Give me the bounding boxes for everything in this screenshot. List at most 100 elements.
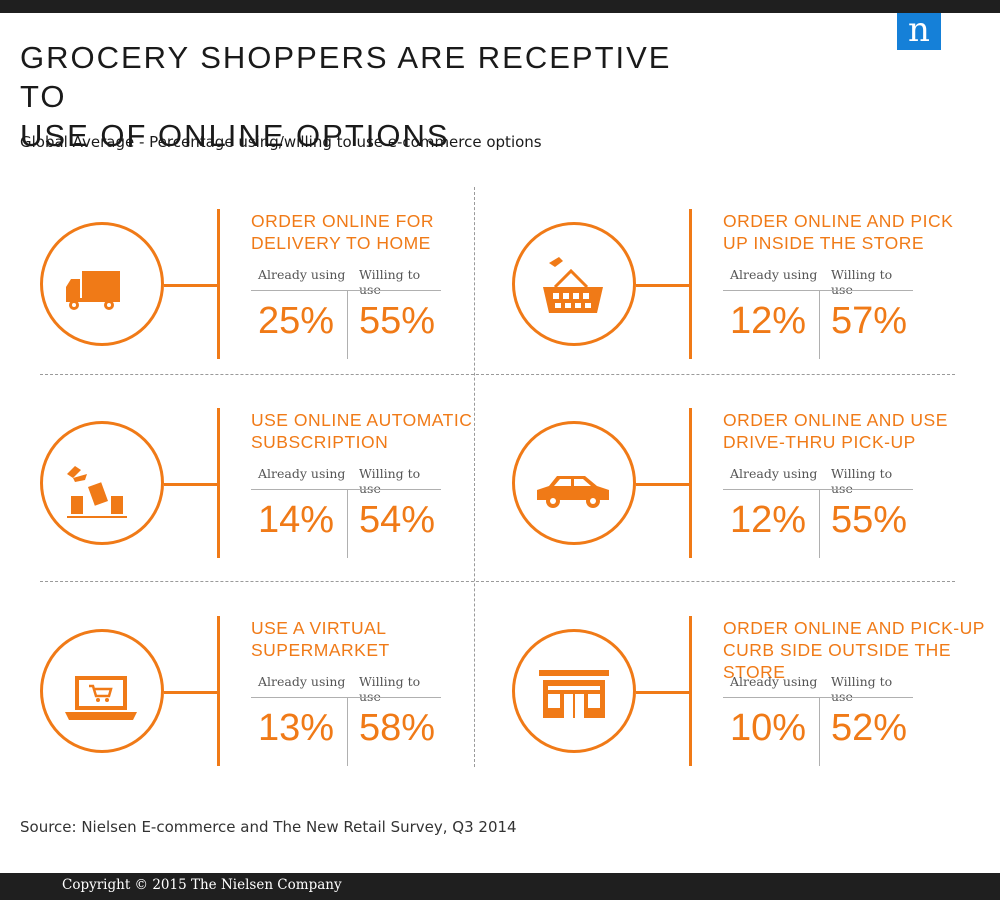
delivery-truck-icon xyxy=(66,271,120,310)
stats-rule xyxy=(723,697,913,698)
page-subtitle: Global Average - Percentage using/willin… xyxy=(20,133,542,151)
willing-to-use-value: 54% xyxy=(359,499,436,541)
option-title: USE ONLINE AUTOMATIC SUBSCRIPTION xyxy=(251,409,531,453)
stats-table: Already using Willing to use 10% 52% xyxy=(723,674,913,766)
willing-to-use-value: 52% xyxy=(831,707,908,749)
option-panel-curbside: ORDER ONLINE AND PICK-UP CURB SIDE OUTSI… xyxy=(512,616,984,766)
page-title: GROCERY SHOPPERS ARE RECEPTIVE TO USE OF… xyxy=(20,38,720,155)
option-title-line-2: UP INSIDE THE STORE xyxy=(723,233,925,253)
option-title-line-2: SUPERMARKET xyxy=(251,640,390,660)
option-title: ORDER ONLINE FOR DELIVERY TO HOME xyxy=(251,210,531,254)
horizontal-divider-2 xyxy=(40,581,955,582)
already-using-label: Already using xyxy=(258,674,346,689)
willing-to-use-label: Willing to use xyxy=(359,466,421,496)
option-title: ORDER ONLINE AND PICK-UP CURB SIDE OUTSI… xyxy=(723,617,1000,683)
willing-to-use-value: 58% xyxy=(359,707,436,749)
connector-line xyxy=(164,483,220,486)
stats-separator xyxy=(347,291,348,359)
top-bar xyxy=(0,0,1000,13)
connector-line xyxy=(164,691,220,694)
stats-rule xyxy=(251,290,441,291)
willing-to-use-label: Willing to use xyxy=(831,267,893,297)
stats-table: Already using Willing to use 12% 55% xyxy=(723,466,913,558)
already-using-label: Already using xyxy=(258,466,346,481)
panel-bar xyxy=(689,616,692,766)
stats-separator xyxy=(347,490,348,558)
already-using-value: 13% xyxy=(258,707,335,749)
option-title-line-1: ORDER ONLINE AND USE xyxy=(723,410,948,430)
already-using-value: 25% xyxy=(258,300,335,342)
stats-rule xyxy=(723,489,913,490)
footer-bar: Copyright © 2015 The Nielsen Company xyxy=(0,873,1000,900)
willing-to-use-label: Willing to use xyxy=(831,466,893,496)
icon-circle xyxy=(40,421,164,545)
option-title-line-1: ORDER ONLINE AND PICK-UP xyxy=(723,618,985,638)
option-title: ORDER ONLINE AND USE DRIVE-THRU PICK-UP xyxy=(723,409,1000,453)
stats-separator xyxy=(819,490,820,558)
connector-line xyxy=(636,483,692,486)
willing-to-use-label: Willing to use xyxy=(359,674,421,704)
option-panel-subscription: USE ONLINE AUTOMATIC SUBSCRIPTION Alread… xyxy=(40,408,472,558)
panel-bar xyxy=(689,408,692,558)
title-line-1: GROCERY SHOPPERS ARE RECEPTIVE TO xyxy=(20,40,672,114)
stats-rule xyxy=(723,290,913,291)
icon-circle xyxy=(512,222,636,346)
willing-to-use-label: Willing to use xyxy=(831,674,893,704)
laptop-cart-icon xyxy=(65,676,137,720)
stats-separator xyxy=(819,698,820,766)
already-using-label: Already using xyxy=(730,466,818,481)
option-title-line-2: CURB SIDE OUTSIDE THE STORE xyxy=(723,640,951,682)
already-using-label: Already using xyxy=(258,267,346,282)
option-title-line-2: SUBSCRIPTION xyxy=(251,432,389,452)
nielsen-logo: n xyxy=(897,13,941,50)
horizontal-divider-1 xyxy=(40,374,955,375)
already-using-value: 12% xyxy=(730,499,807,541)
connector-line xyxy=(636,691,692,694)
stats-rule xyxy=(251,489,441,490)
option-title-line-2: DRIVE-THRU PICK-UP xyxy=(723,432,916,452)
copyright-text: Copyright © 2015 The Nielsen Company xyxy=(62,877,342,893)
icon-circle xyxy=(512,629,636,753)
willing-to-use-value: 57% xyxy=(831,300,908,342)
stats-table: Already using Willing to use 25% 55% xyxy=(251,267,441,359)
icon-circle xyxy=(40,629,164,753)
willing-to-use-value: 55% xyxy=(831,499,908,541)
option-panel-home-delivery: ORDER ONLINE FOR DELIVERY TO HOME Alread… xyxy=(40,209,470,359)
panel-bar xyxy=(217,209,220,359)
connector-line xyxy=(164,284,220,287)
vertical-divider xyxy=(474,187,475,767)
option-title-line-1: USE ONLINE AUTOMATIC xyxy=(251,410,473,430)
subscription-boxes-icon xyxy=(67,466,127,518)
panel-bar xyxy=(217,408,220,558)
willing-to-use-value: 55% xyxy=(359,300,436,342)
stats-rule xyxy=(251,697,441,698)
title-line-2: USE OF ONLINE OPTIONS xyxy=(20,118,450,153)
panel-bar xyxy=(689,209,692,359)
car-icon xyxy=(537,476,609,508)
shopping-basket-icon xyxy=(543,257,603,313)
already-using-value: 12% xyxy=(730,300,807,342)
connector-line xyxy=(636,284,692,287)
option-title-line-1: USE A VIRTUAL xyxy=(251,618,387,638)
option-title-line-2: DELIVERY TO HOME xyxy=(251,233,431,253)
option-title: USE A VIRTUAL SUPERMARKET xyxy=(251,617,531,661)
icon-circle xyxy=(40,222,164,346)
option-title: ORDER ONLINE AND PICK UP INSIDE THE STOR… xyxy=(723,210,1000,254)
option-panel-drive-thru: ORDER ONLINE AND USE DRIVE-THRU PICK-UP … xyxy=(512,408,947,558)
stats-table: Already using Willing to use 13% 58% xyxy=(251,674,441,766)
source-note: Source: Nielsen E-commerce and The New R… xyxy=(20,818,517,836)
option-panel-pickup-inside: ORDER ONLINE AND PICK UP INSIDE THE STOR… xyxy=(512,209,953,359)
icon-circle xyxy=(512,421,636,545)
stats-table: Already using Willing to use 14% 54% xyxy=(251,466,441,558)
already-using-value: 10% xyxy=(730,707,807,749)
already-using-label: Already using xyxy=(730,674,818,689)
option-panel-virtual-supermarket: USE A VIRTUAL SUPERMARKET Already using … xyxy=(40,616,470,766)
willing-to-use-label: Willing to use xyxy=(359,267,421,297)
option-title-line-1: ORDER ONLINE FOR xyxy=(251,211,435,231)
storefront-icon xyxy=(539,670,609,718)
option-title-line-1: ORDER ONLINE AND PICK xyxy=(723,211,954,231)
panel-bar xyxy=(217,616,220,766)
stats-separator xyxy=(819,291,820,359)
already-using-value: 14% xyxy=(258,499,335,541)
stats-table: Already using Willing to use 12% 57% xyxy=(723,267,913,359)
